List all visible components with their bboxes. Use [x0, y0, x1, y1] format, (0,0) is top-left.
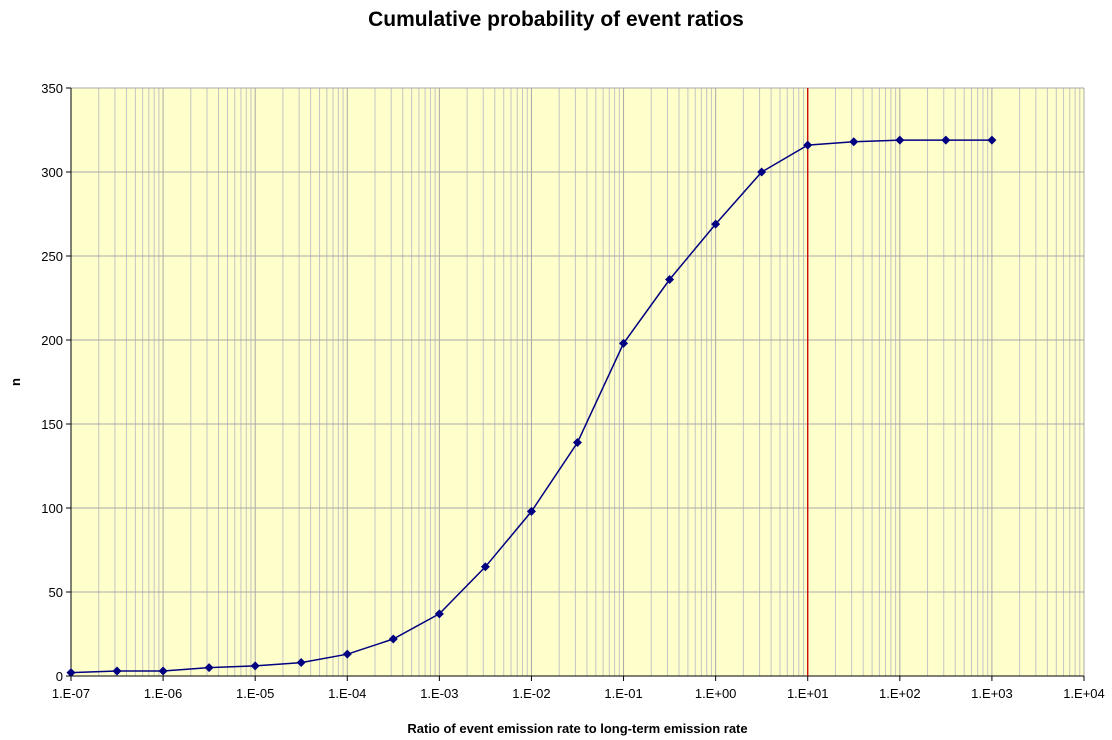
data-point [803, 140, 813, 150]
y-tick-label: 350 [41, 81, 63, 96]
x-tick-label: 1.E-05 [236, 686, 274, 701]
y-tick-label: 200 [41, 333, 63, 348]
data-point [480, 562, 490, 572]
x-tick-label: 1.E+00 [695, 686, 737, 701]
data-point [572, 437, 582, 447]
y-tick-label: 150 [41, 417, 63, 432]
y-tick-label: 250 [41, 249, 63, 264]
plot-area [71, 88, 1084, 676]
data-point [711, 219, 721, 229]
data-point [250, 661, 260, 671]
y-tick-label: 300 [41, 165, 63, 180]
x-axis-label: Ratio of event emission rate to long-ter… [407, 721, 747, 736]
y-tick-label: 50 [49, 585, 63, 600]
data-point [342, 649, 352, 659]
y-tick-label: 0 [56, 669, 63, 684]
x-tick-label: 1.E-07 [52, 686, 90, 701]
y-axis-label: n [8, 378, 23, 386]
data-point [204, 663, 214, 673]
x-tick-label: 1.E-06 [144, 686, 182, 701]
data-point [987, 135, 997, 145]
data-point [296, 658, 306, 668]
chart-title: Cumulative probability of event ratios [368, 8, 744, 31]
data-point [434, 609, 444, 619]
x-tick-label: 1.E-01 [604, 686, 642, 701]
x-tick-label: 1.E-04 [328, 686, 366, 701]
x-tick-label: 1.E+01 [787, 686, 829, 701]
data-point [895, 135, 905, 145]
series-layer [66, 135, 997, 678]
x-tick-label: 1.E-02 [512, 686, 550, 701]
data-point [941, 135, 951, 145]
data-point [112, 666, 122, 676]
data-point [849, 137, 859, 147]
tick-labels: 1.E-07 1.E-06 1.E-05 1.E-04 1.E-03 1.E-02 1.E-… [41, 81, 1104, 701]
x-tick-label: 1.E+04 [1063, 686, 1105, 701]
data-point [619, 338, 629, 348]
data-point [66, 668, 76, 678]
data-point [757, 167, 767, 177]
data-point [665, 275, 675, 285]
x-tick-label: 1.E+02 [879, 686, 921, 701]
x-tick-label: 1.E+03 [971, 686, 1013, 701]
x-tick-label: 1.E-03 [420, 686, 458, 701]
y-tick-label: 100 [41, 501, 63, 516]
data-point [388, 634, 398, 644]
data-point [526, 506, 536, 516]
data-point [158, 666, 168, 676]
